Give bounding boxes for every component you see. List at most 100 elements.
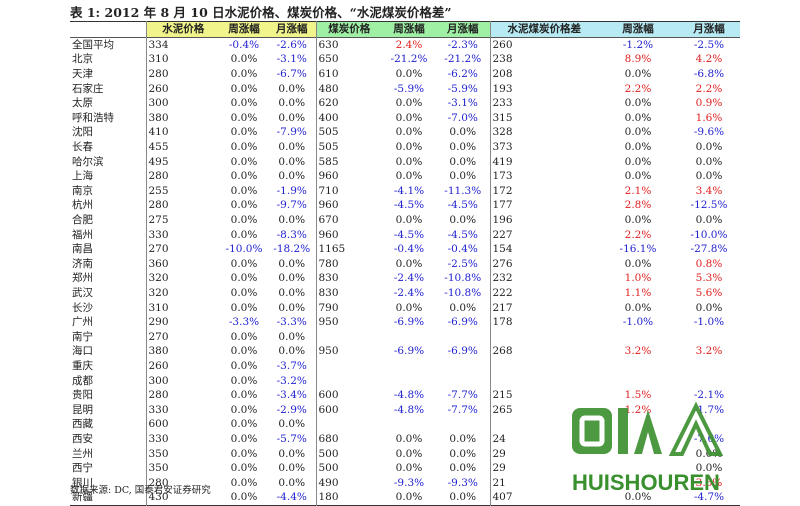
cell-coal-week: -4.5% <box>393 199 425 212</box>
cell-diff: 419 <box>492 155 513 168</box>
cell-coal-month: -10.8% <box>436 271 491 286</box>
cell-coal-week: -6.9% <box>393 345 425 358</box>
cell-cement-price: 280 <box>145 475 220 490</box>
cell-cement-price: 360 <box>145 256 220 272</box>
cell-coal-week: -2.4% <box>393 286 425 299</box>
cell-cement-price: 310 <box>145 52 220 67</box>
cell-cement-price: 410 <box>145 125 220 140</box>
cell-diff <box>490 373 598 388</box>
cell-coal-price: 830 <box>318 286 339 299</box>
cell-coal-week: 0.0% <box>395 155 423 168</box>
cell-diff: 172 <box>492 184 513 197</box>
cell-cement-month: 0.0% <box>268 81 317 96</box>
cell-diff-week: 1.1% <box>624 286 652 299</box>
table-row: 北京 310 0.0% -3.1% 650 -21.2% -21.2% 238 8.9% 4.2% <box>70 52 740 67</box>
cell-cement-week: 0.0% <box>230 476 258 489</box>
cell-coal-month: -4.5% <box>436 227 491 242</box>
table-row: 成都 300 0.0% -3.2% <box>70 373 740 388</box>
cell-diff-week: 0.0% <box>624 257 652 270</box>
cell-cement-month: 0.0% <box>268 446 317 461</box>
table-row: 武汉 320 0.0% 0.0% 830 -2.4% -10.8% 222 1.1% 5.6% <box>70 285 740 301</box>
cell-coal-week: 0.0% <box>395 97 423 110</box>
cell-city: 武汉 <box>72 286 93 299</box>
cell-diff-month <box>678 373 740 388</box>
cell-coal-month <box>436 417 491 432</box>
cell-cement-price: 495 <box>145 154 220 169</box>
cell-diff: 260 <box>492 38 513 51</box>
cell-cement-price: 280 <box>145 387 220 403</box>
cell-cement-month: 0.0% <box>268 417 317 432</box>
cell-diff: 227 <box>492 228 513 241</box>
cell-coal-price: 680 <box>318 432 339 445</box>
cell-cement-price: 330 <box>145 431 220 447</box>
header-coal-month: 月涨幅 <box>436 21 491 38</box>
cell-coal-week <box>382 359 436 374</box>
cell-diff-month <box>678 359 740 374</box>
cell-diff-week: -1.0% <box>622 316 654 329</box>
cell-cement-price: 260 <box>145 81 220 96</box>
cell-diff-week: 0.0% <box>624 68 652 81</box>
cell-cement-price: 334 <box>145 37 220 53</box>
table-row: 西宁 350 0.0% 0.0% 500 0.0% 0.0% 29 0.0% <box>70 460 740 476</box>
cell-coal-price: 790 <box>318 301 339 314</box>
cell-coal-price <box>316 329 382 344</box>
cell-diff-week: 2.2% <box>624 82 652 95</box>
table-row: 太原 300 0.0% 0.0% 620 0.0% -3.1% 233 0.0% 0.9% <box>70 95 740 111</box>
cell-diff: 177 <box>492 199 513 212</box>
cell-city: 南昌 <box>72 243 93 256</box>
cell-cement-week: 0.0% <box>230 447 258 460</box>
table-row: 昆明 330 0.0% -2.9% 600 -4.8% -7.7% 265 1.2% -1.7% <box>70 402 740 418</box>
cell-city: 济南 <box>72 257 93 270</box>
cell-coal-week: -4.1% <box>393 184 425 197</box>
cell-coal-price: 490 <box>318 476 339 489</box>
cell-city: 广州 <box>72 316 93 329</box>
cell-diff: 222 <box>492 286 513 299</box>
cell-city: 南京 <box>72 184 93 197</box>
header-row: 水泥价格 周涨幅 月涨幅 煤炭价格 周涨幅 月涨幅 水泥煤炭价格差 周涨幅 月涨… <box>70 21 740 38</box>
table-row: 上海 280 0.0% 0.0% 960 0.0% 0.0% 173 0.0% 0.0% <box>70 168 740 184</box>
cell-coal-price: 960 <box>318 228 339 241</box>
cell-city: 海口 <box>72 345 93 358</box>
cell-coal-month: -6.9% <box>436 314 491 330</box>
cell-cement-month: 0.0% <box>268 168 317 184</box>
cell-diff-month: -27.8% <box>690 243 728 256</box>
cell-cement-week: 0.0% <box>230 184 258 197</box>
cell-diff: 173 <box>492 170 513 183</box>
cell-cement-week: 0.0% <box>230 403 258 416</box>
cell-diff-month: -10.0% <box>690 228 728 241</box>
cell-coal-month: 0.0% <box>436 300 491 315</box>
table-row: 沈阳 410 0.0% -7.9% 505 0.0% 0.0% 328 0.0% -9.6% <box>70 125 740 140</box>
cell-diff: 21 <box>492 476 506 489</box>
cell-coal-week: 0.0% <box>395 257 423 270</box>
cell-cement-week: 0.0% <box>230 155 258 168</box>
cell-diff: 232 <box>492 272 513 285</box>
cell-cement-price: 320 <box>145 285 220 301</box>
cell-coal-price: 830 <box>318 272 339 285</box>
table-row: 济南 360 0.0% 0.0% 780 0.0% -2.5% 276 0.0% 0.8% <box>70 256 740 272</box>
header-diff-week: 周涨幅 <box>598 21 678 38</box>
cell-diff-week: 0.0% <box>624 126 652 139</box>
cell-diff-week: 0.0% <box>624 97 652 110</box>
cell-cement-week: -0.4% <box>228 38 260 51</box>
cell-city: 贵阳 <box>72 389 93 402</box>
table-row: 西安 330 0.0% -5.7% 680 0.0% 0.0% 24 -7.6% <box>70 431 740 447</box>
cell-coal-price: 620 <box>318 97 339 110</box>
table-row: 呼和浩特 380 0.0% 0.0% 400 0.0% -7.0% 315 0.0% 1.6% <box>70 110 740 126</box>
cell-coal-month: -10.8% <box>436 285 491 301</box>
header-city <box>70 21 146 38</box>
cell-cement-price: 270 <box>145 329 220 345</box>
cell-cement-month: 0.0% <box>268 344 317 359</box>
cell-coal-week: -21.2% <box>390 53 428 66</box>
cell-diff-week <box>598 373 678 388</box>
table-row: 兰州 350 0.0% 0.0% 500 0.0% 0.0% 29 0.0% <box>70 446 740 461</box>
watermark-logo: HUISHOUREN <box>572 401 724 495</box>
cell-coal-week: -4.8% <box>393 389 425 402</box>
cell-diff-week: 0.0% <box>624 111 652 124</box>
cell-coal-month: -5.9% <box>436 81 491 96</box>
cell-city: 成都 <box>72 374 93 387</box>
cell-coal-price: 180 <box>318 491 339 504</box>
cell-coal-week: 0.0% <box>395 214 423 227</box>
cell-cement-price: 280 <box>145 198 220 213</box>
cell-diff-month: 0.0% <box>695 141 723 154</box>
table-row: 合肥 275 0.0% 0.0% 670 0.0% 0.0% 196 0.0% 0.0% <box>70 212 740 228</box>
